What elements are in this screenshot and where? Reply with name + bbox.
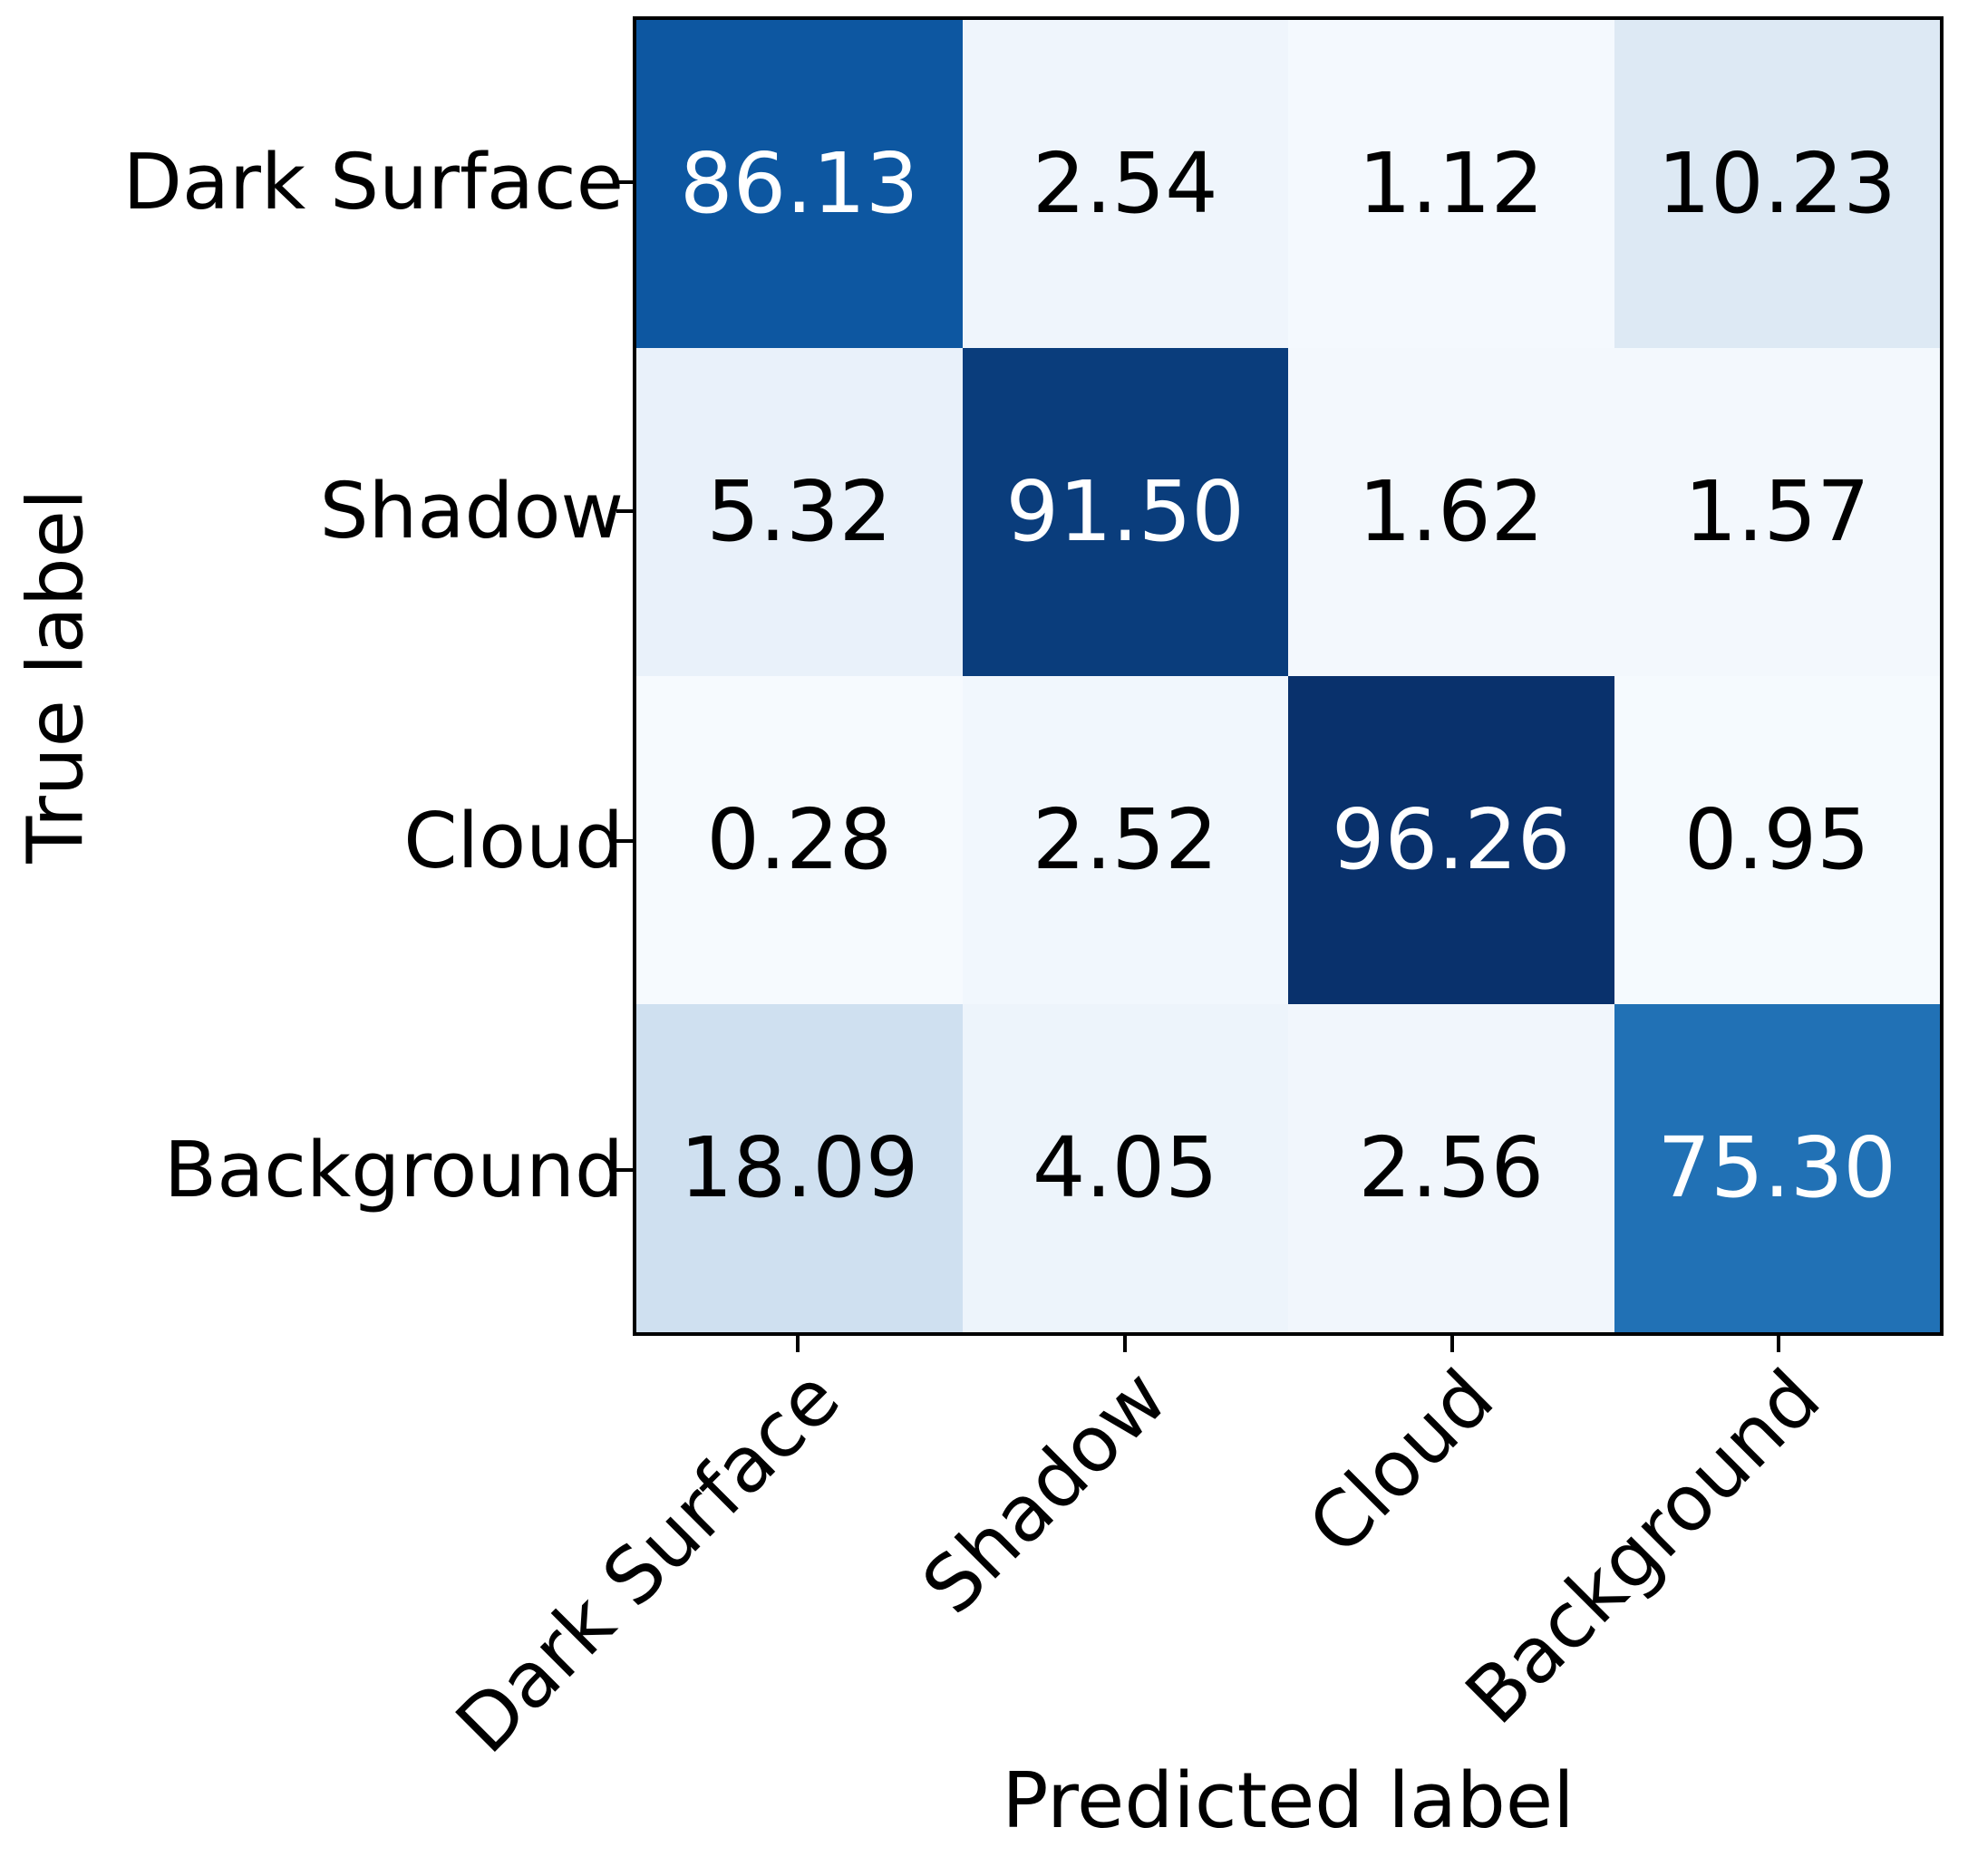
y-tick-label-shadow: Shadow <box>319 466 624 556</box>
y-tick-mark <box>616 509 633 513</box>
matrix-cell-r2c2: 96.26 <box>1288 676 1614 1004</box>
matrix-cell-r1c3: 1.57 <box>1614 348 1940 676</box>
x-tick-label-shadow: Shadow <box>905 1353 1185 1632</box>
x-tick-mark <box>796 1336 800 1352</box>
matrix-cell-r2c1: 2.52 <box>962 676 1288 1004</box>
matrix-cell-r0c1: 2.54 <box>962 20 1288 348</box>
x-axis-title: Predicted label <box>1002 1756 1575 1846</box>
y-tick-mark <box>616 839 633 843</box>
heatmap-grid: 86.13 2.54 1.12 10.23 5.32 91.50 1.62 1.… <box>633 16 1944 1336</box>
matrix-cell-r2c3: 0.95 <box>1614 676 1940 1004</box>
y-tick-mark <box>616 1168 633 1172</box>
x-tick-mark <box>1123 1336 1127 1352</box>
matrix-cell-r1c1: 91.50 <box>962 348 1288 676</box>
matrix-cell-r2c0: 0.28 <box>636 676 963 1004</box>
y-tick-label-cloud: Cloud <box>403 796 624 886</box>
matrix-cell-r0c2: 1.12 <box>1288 20 1614 348</box>
matrix-cell-r3c0: 18.09 <box>636 1004 963 1332</box>
x-tick-mark <box>1777 1336 1780 1352</box>
matrix-cell-r1c0: 5.32 <box>636 348 963 676</box>
matrix-cell-r3c2: 2.56 <box>1288 1004 1614 1332</box>
y-tick-label-background: Background <box>163 1125 624 1215</box>
y-tick-label-dark-surface: Dark Surface <box>122 137 624 227</box>
matrix-cell-r0c0: 86.13 <box>636 20 963 348</box>
x-tick-mark <box>1450 1336 1454 1352</box>
matrix-cell-r1c2: 1.62 <box>1288 348 1614 676</box>
x-tick-label-dark-surface: Dark Surface <box>440 1353 858 1771</box>
matrix-cell-r3c3: 75.30 <box>1614 1004 1940 1332</box>
x-tick-label-cloud: Cloud <box>1292 1353 1512 1572</box>
matrix-cell-r3c1: 4.05 <box>962 1004 1288 1332</box>
matrix-cell-r0c3: 10.23 <box>1614 20 1940 348</box>
y-tick-mark <box>616 180 633 184</box>
x-tick-label-background: Background <box>1449 1353 1838 1742</box>
